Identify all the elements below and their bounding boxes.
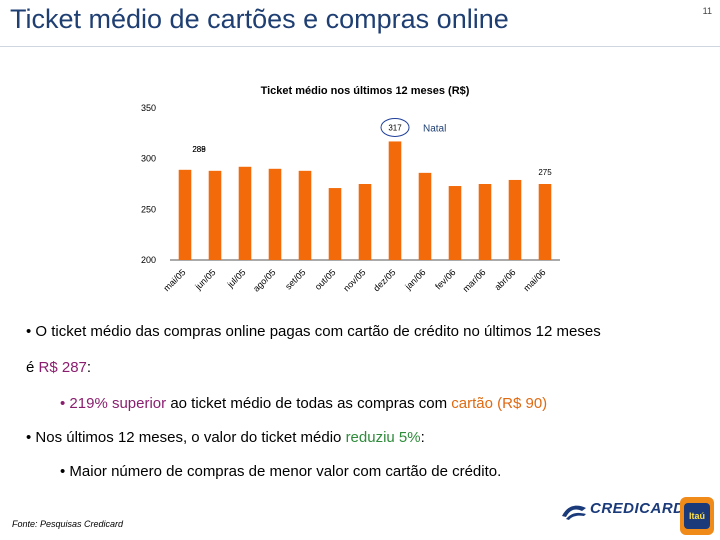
card-value: cartão (R$ 90) [451,395,548,412]
bullet-suffix: : [86,359,92,376]
bar-mai-06 [538,184,552,260]
x-tick-label: jun/05 [192,267,217,292]
bullet-ticket-medio: • O ticket médio das compras online paga… [26,322,706,342]
bar-fev-06 [448,186,462,260]
reduziu-suffix: : [420,429,425,446]
credicard-logo-icon [562,505,586,520]
bar-jul-05 [238,166,252,260]
reduziu-prefix: • Nos últimos 12 meses, o valor do ticke… [26,429,346,446]
bullet-ticket-medio-line2: é R$ 287: [26,358,91,378]
natal-annotation: Natal [423,123,446,134]
x-tick-label: mai/06 [521,267,547,293]
bar-jan-06 [418,172,432,260]
superior-value: • 219% superior [60,395,167,412]
bar-nov-05 [358,184,372,260]
reduziu-value: reduziu 5% [345,429,421,446]
x-tick-label: fev/06 [433,267,457,291]
bar-mar-06 [478,184,492,260]
y-tick-label: 300 [141,154,156,164]
bar-ago-05 [268,168,282,260]
superior-text: ao ticket médio de todas as compras com [166,395,452,412]
source-footnote: Fonte: Pesquisas Credicard [12,519,124,529]
x-tick-label: abr/06 [492,267,517,292]
x-tick-label: mar/06 [461,267,488,294]
x-tick-label: jul/05 [225,267,248,290]
bar-set-05 [298,170,312,260]
bullet-superior: • 219% superior ao ticket médio de todas… [60,394,547,414]
x-tick-label: mai/05 [161,267,187,293]
peak-highlight-circle [380,117,410,137]
x-tick-label: jan/06 [402,267,427,292]
data-label: 288 [192,145,206,154]
y-tick-label: 200 [141,255,156,265]
itau-logo: Itaú [680,497,714,535]
page-title: Ticket médio de cartões e compras online [10,4,509,34]
title-divider [0,46,720,47]
chart-title: Ticket médio nos últimos 12 meses (R$) [261,85,470,97]
bar-out-05 [328,188,342,260]
credicard-logo: CREDICARD [590,500,685,517]
bar-mai-05 [178,169,192,260]
data-label: 317 [388,123,402,132]
y-tick-label: 250 [141,204,156,214]
x-tick-label: dez/05 [371,267,397,293]
bar-jun-05 [208,170,222,260]
bullet-reduziu: • Nos últimos 12 meses, o valor do ticke… [26,428,425,448]
ticket-value: R$ 287 [38,359,87,376]
page-number: 11 [702,6,712,16]
bullet-ticket-medio-text: • O ticket médio das compras online paga… [26,323,601,340]
bullet-maior-numero: • Maior número de compras de menor valor… [60,462,501,482]
y-tick-label: 350 [141,103,156,113]
x-tick-label: nov/05 [341,267,367,293]
bullet-prefix: é [26,359,39,376]
itau-logo-text: Itaú [684,503,710,529]
ticket-chart: Ticket médio nos últimos 12 meses (R$) 20… [141,85,560,294]
data-label: 275 [538,168,552,177]
x-tick-label: out/05 [313,267,338,292]
x-tick-label: ago/05 [251,267,278,294]
x-tick-label: set/05 [283,267,307,291]
bar-dez-05 [388,141,402,260]
bar-abr-06 [508,179,522,260]
maior-numero-text: • Maior número de compras de menor valor… [60,463,502,480]
data-label: 289 [192,145,206,154]
